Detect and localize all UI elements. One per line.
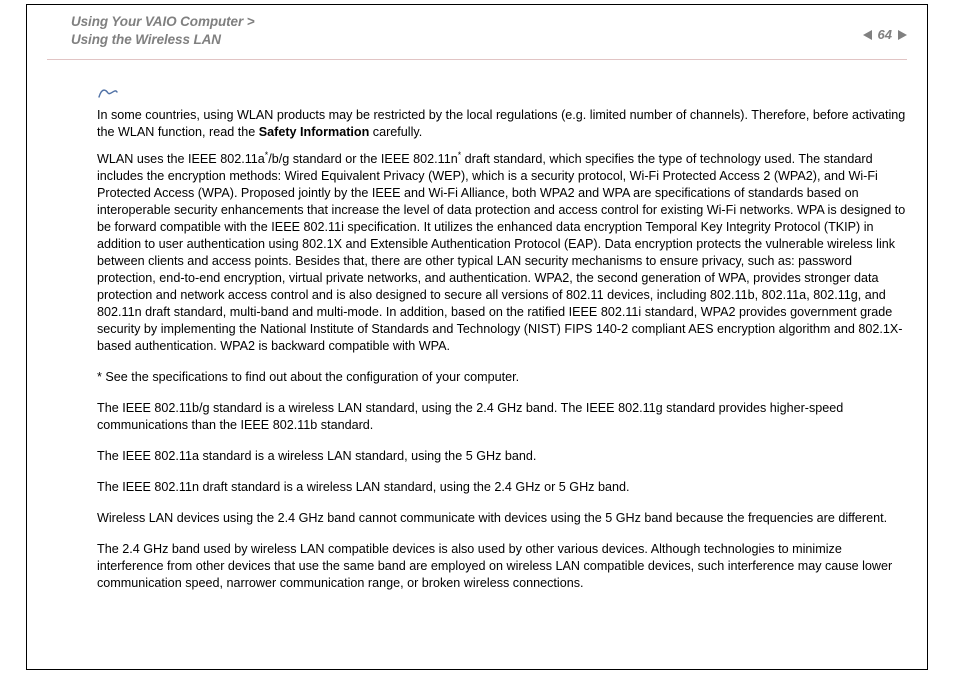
main-seg2: /b/g standard or the IEEE 802.11n (268, 152, 458, 166)
paragraph-a: The IEEE 802.11a standard is a wireless … (97, 448, 907, 465)
paragraph-interference: The 2.4 GHz band used by wireless LAN co… (97, 541, 907, 592)
note-paragraph: In some countries, using WLAN products m… (97, 107, 907, 141)
main-paragraph: WLAN uses the IEEE 802.11a*/b/g standard… (97, 151, 907, 355)
main-seg3: draft standard, which specifies the type… (97, 152, 905, 353)
page-number: 64 (878, 27, 892, 42)
note-text-pre: In some countries, using WLAN products m… (97, 108, 905, 139)
breadcrumb-line-1: Using Your VAIO Computer > (71, 13, 255, 31)
breadcrumb-line-2: Using the Wireless LAN (71, 31, 255, 49)
paragraph-bg: The IEEE 802.11b/g standard is a wireles… (97, 400, 907, 434)
main-seg1: WLAN uses the IEEE 802.11a (97, 152, 265, 166)
breadcrumb: Using Your VAIO Computer > Using the Wir… (71, 13, 255, 49)
page-content: In some countries, using WLAN products m… (27, 60, 927, 592)
page-frame: Using Your VAIO Computer > Using the Wir… (26, 4, 928, 670)
footnote-paragraph: * See the specifications to find out abo… (97, 369, 907, 386)
note-icon (97, 86, 119, 100)
prev-page-icon[interactable] (863, 30, 872, 40)
pager: 64 (863, 13, 907, 42)
note-text-bold: Safety Information (259, 125, 370, 139)
paragraph-n: The IEEE 802.11n draft standard is a wir… (97, 479, 907, 496)
page-header: Using Your VAIO Computer > Using the Wir… (27, 5, 927, 49)
paragraph-freq: Wireless LAN devices using the 2.4 GHz b… (97, 510, 907, 527)
next-page-icon[interactable] (898, 30, 907, 40)
note-text-post: carefully. (369, 125, 422, 139)
